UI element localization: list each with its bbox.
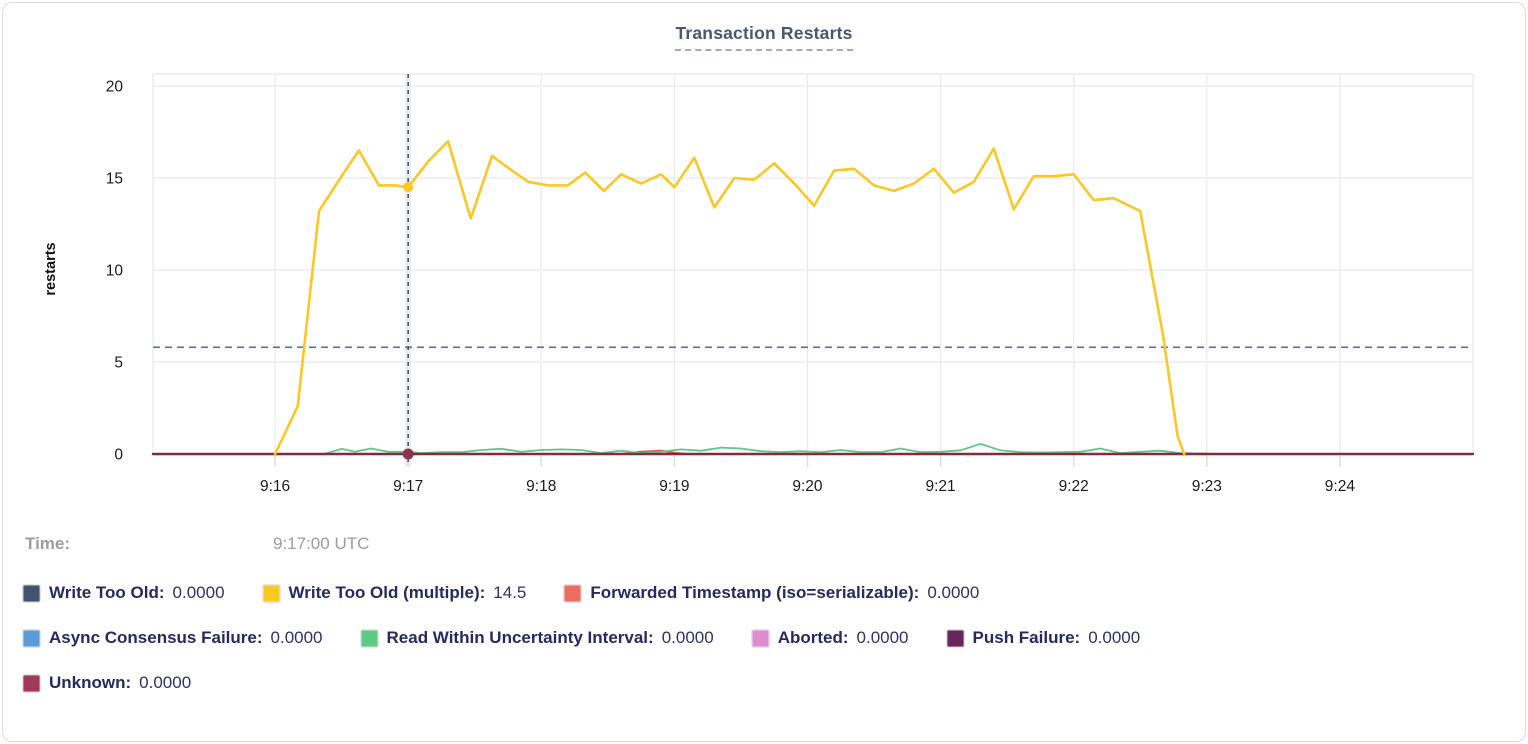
transaction-restarts-chart[interactable]: restarts 0 5 10 15 20 9:16 9:17 9:18 9:19 9:20 9:2… [3,59,1526,504]
legend-swatch-icon [23,674,40,692]
x-tick-label: 9:24 [1325,478,1356,495]
x-tick-label: 9:17 [393,478,423,495]
chart-title[interactable]: Transaction Restarts [675,23,853,51]
legend-swatch-icon [23,584,40,602]
legend-item: Forwarded Timestamp (iso=serializable): 0… [564,583,979,603]
legend: Write Too Old: 0.0000 Write Too Old (multi… [3,580,1525,696]
hover-dot [403,182,414,193]
x-tick-label: 9:19 [659,478,689,495]
legend-row: Async Consensus Failure: 0.0000 Read Withi… [23,625,1525,651]
legend-value: 0.0000 [856,628,909,647]
legend-value: 0.0000 [139,673,192,692]
chart-title-wrap: Transaction Restarts [3,23,1525,59]
legend-item: Push Failure: 0.0000 [946,628,1141,648]
x-tick-label: 9:21 [925,478,955,495]
time-label: Time: [25,534,71,553]
legend-value: 0.0000 [927,583,980,602]
hover-dot [402,448,414,460]
legend-swatch-icon [360,629,378,647]
legend-swatch-icon [751,629,769,647]
legend-value: 0.0000 [270,628,323,647]
x-tick-label: 9:16 [260,478,290,495]
legend-value: 0.0000 [172,583,225,602]
series-line-read-within-uncertainty-interval [324,442,1208,455]
x-tick-label: 9:22 [1059,478,1089,495]
x-tick-label: 9:23 [1192,478,1222,495]
legend-swatch-icon [946,629,964,647]
legend-value: 0.0000 [1088,628,1141,647]
legend-item: Aborted: 0.0000 [751,628,909,648]
legend-swatch-icon [262,584,280,602]
legend-row: Unknown: 0.0000 [23,670,1525,696]
legend-label: Push Failure: [972,628,1081,647]
legend-label: Unknown: [49,673,132,692]
legend-label: Async Consensus Failure: [49,628,263,647]
y-tick-label: 15 [106,171,123,188]
x-tick-label: 9:18 [526,478,556,495]
legend-swatch-icon [564,584,582,602]
series-line-write-too-old-multiple [273,139,1186,456]
legend-label: Aborted: [777,628,849,647]
legend-label: Write Too Old: [49,583,165,602]
legend-item: Read Within Uncertainty Interval: 0.0000 [360,628,714,648]
y-tick-label: 5 [114,355,123,372]
legend-label: Read Within Uncertainty Interval: [386,628,654,647]
legend-item: Write Too Old (multiple): 14.5 [262,583,527,603]
y-tick-label: 0 [114,447,123,464]
y-tick-label: 10 [106,263,124,280]
legend-row: Write Too Old: 0.0000 Write Too Old (multi… [23,580,1525,606]
legend-swatch-icon [23,629,40,647]
legend-item: Write Too Old: 0.0000 [23,583,225,603]
legend-label: Forwarded Timestamp (iso=serializable): [590,583,920,602]
y-axis-label: restarts [43,242,59,295]
legend-item: Unknown: 0.0000 [23,673,191,693]
legend-value: 0.0000 [661,628,714,647]
y-tick-label: 20 [106,79,124,96]
time-value: 9:17:00 UTC [273,534,370,553]
legend-item: Async Consensus Failure: 0.0000 [23,628,323,648]
x-tick-label: 9:20 [792,478,823,495]
legend-value: 14.5 [493,583,527,602]
hover-time-row: Time: 9:17:00 UTC [3,534,1525,558]
legend-label: Write Too Old (multiple): [288,583,486,602]
